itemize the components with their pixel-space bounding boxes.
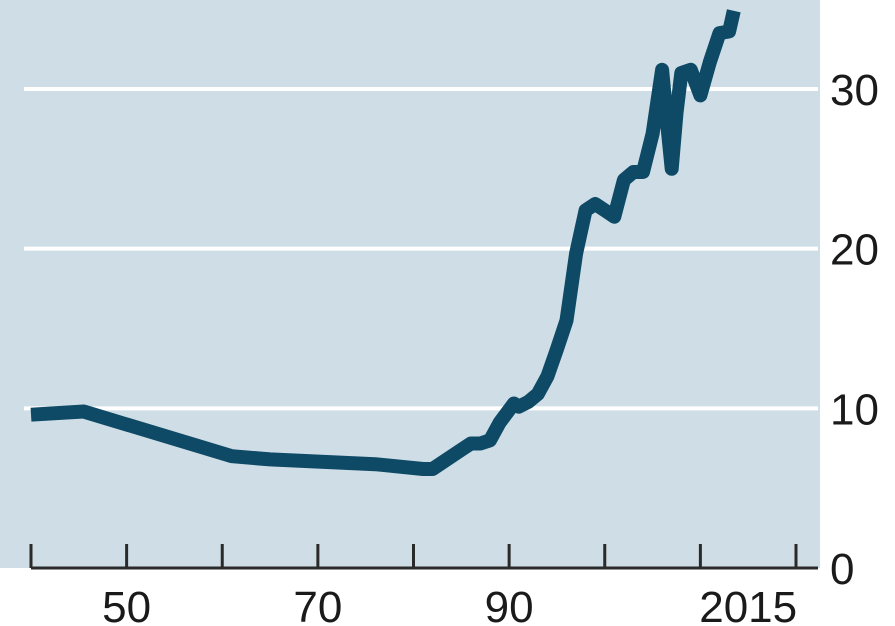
x-tick-label-50: 50 [102,583,151,626]
y-tick-label-10: 10 [830,385,879,434]
y-tick-label-20: 20 [830,226,879,275]
series-line-0 [30,9,741,476]
y-axis-labels: 0 10 20 30 [830,66,879,594]
y-tick-label-30: 30 [830,66,879,115]
y-tick-label-0: 0 [830,545,854,594]
series-layer [30,9,741,476]
x-tick-label-2015: 2015 [699,583,797,626]
x-tick-label-70: 70 [293,583,342,626]
x-axis: 50 70 90 2015 [29,544,818,626]
x-tick-label-90: 90 [485,583,534,626]
